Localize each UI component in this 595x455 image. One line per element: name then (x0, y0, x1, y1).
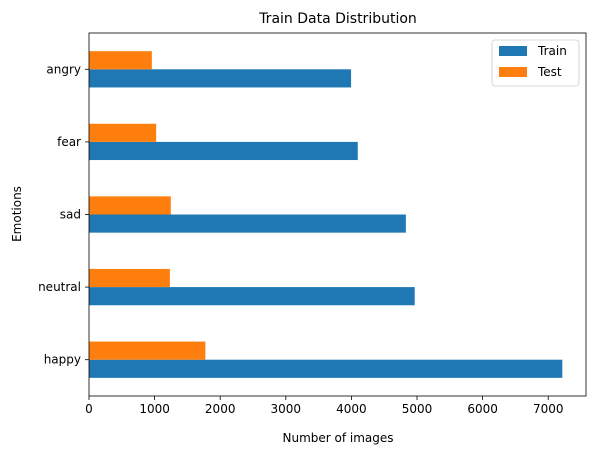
y-tick-label-fear: fear (57, 135, 81, 149)
y-axis-label: Emotions (10, 186, 24, 242)
bar-train-sad (89, 214, 406, 233)
x-tick-label: 6000 (467, 402, 498, 416)
legend-label-test: Test (537, 65, 562, 79)
x-axis-label: Number of images (282, 431, 393, 445)
bar-test-fear (89, 123, 157, 142)
bars-group (89, 51, 563, 378)
x-tick-label: 7000 (533, 402, 564, 416)
y-tick-label-neutral: neutral (38, 280, 81, 294)
x-tick-label: 1000 (139, 402, 170, 416)
x-axis-ticks: 0 1000 2000 3000 4000 5000 6000 7000 (85, 396, 563, 416)
y-tick-label-happy: happy (44, 353, 81, 367)
bar-train-angry (89, 69, 352, 88)
legend-swatch-test (499, 67, 527, 77)
bar-test-neutral (89, 268, 170, 288)
bar-test-happy (89, 341, 206, 360)
y-tick-label-sad: sad (60, 208, 81, 222)
bar-test-angry (89, 51, 152, 70)
bar-train-happy (89, 359, 563, 378)
chart-title: Train Data Distribution (258, 11, 417, 27)
x-tick-label: 2000 (205, 402, 236, 416)
legend: Train Test (491, 39, 580, 87)
legend-label-train: Train (537, 44, 567, 58)
bar-train-neutral (89, 287, 415, 306)
x-tick-label: 3000 (271, 402, 302, 416)
x-tick-label: 5000 (402, 402, 433, 416)
bar-test-sad (89, 196, 171, 215)
x-tick-label: 0 (85, 402, 93, 416)
y-axis-ticks: happy neutral sad fear angry (38, 62, 89, 367)
legend-swatch-train (499, 46, 527, 56)
x-tick-label: 4000 (336, 402, 367, 416)
bar-train-fear (89, 141, 358, 161)
y-tick-label-angry: angry (46, 62, 81, 76)
